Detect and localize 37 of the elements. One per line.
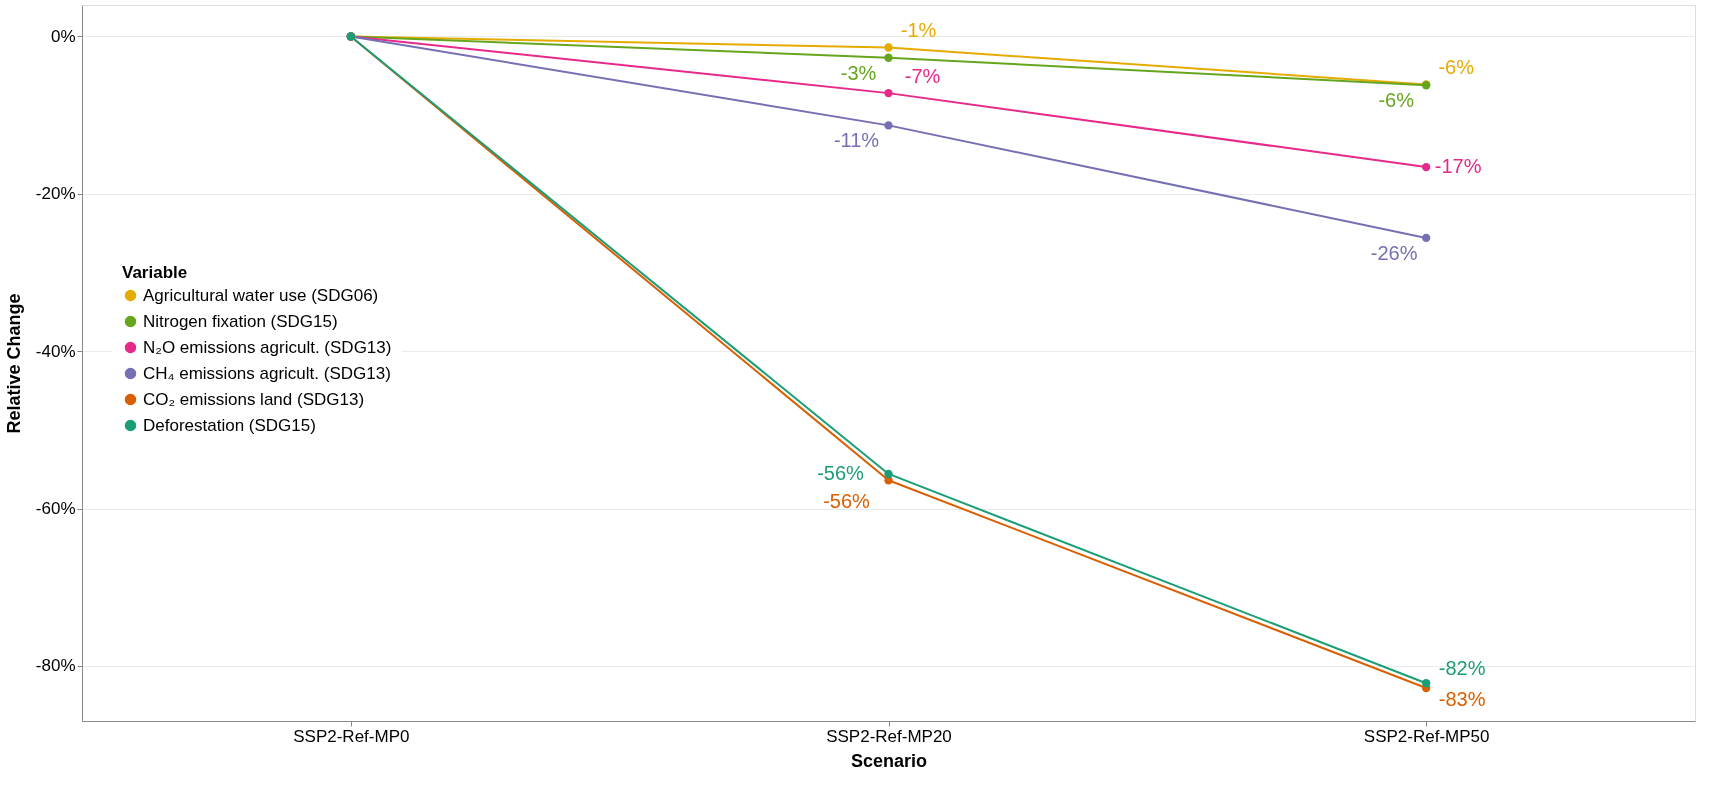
point: [884, 121, 893, 130]
legend-title: Variable: [122, 263, 188, 282]
data-label: -56%: [823, 490, 871, 513]
legend-label: CO₂ emissions land (SDG13): [143, 389, 365, 409]
data-label: -3%: [840, 61, 877, 84]
point: [884, 43, 893, 52]
data-label: -17%: [1434, 155, 1482, 178]
y-axis-title: Relative Change: [3, 293, 24, 434]
data-label: -7%: [904, 65, 941, 88]
point: [1421, 162, 1431, 172]
x-axis-title: Scenario: [850, 750, 928, 771]
legend-label: N₂O emissions agricult. (SDG13): [143, 337, 392, 357]
data-label: -11%: [833, 129, 880, 152]
data-label: -56%: [817, 461, 865, 484]
data-label: -1%: [900, 19, 937, 42]
x-tick-label: SSP2-Ref-MP0: [293, 726, 410, 746]
legend-label: CH₄ emissions agricult. (SDG13): [143, 363, 391, 383]
point: [1421, 679, 1431, 688]
y-tick-label: -80%: [35, 656, 76, 676]
x-tick-label: SSP2-Ref-MP50: [1363, 726, 1490, 746]
y-tick-label: -20%: [35, 184, 76, 204]
data-label: -6%: [1438, 56, 1475, 79]
data-label: -6%: [1378, 89, 1415, 112]
legend-label: Deforestation (SDG15): [143, 415, 316, 435]
y-tick-label: -60%: [35, 499, 76, 519]
legend-label: Agricultural water use (SDG06): [143, 285, 379, 305]
point: [884, 53, 893, 62]
y-tick-label: -40%: [35, 341, 76, 361]
data-label: -82%: [1438, 657, 1486, 680]
point: [884, 469, 893, 479]
y-tick-label: 0%: [50, 26, 76, 46]
point: [1421, 233, 1431, 243]
data-label: -83%: [1438, 687, 1486, 710]
x-tick-label: SSP2-Ref-MP20: [826, 726, 952, 746]
legend-label: Nitrogen fixation (SDG15): [143, 311, 338, 331]
point: [884, 88, 893, 98]
data-label: -26%: [1370, 241, 1418, 264]
